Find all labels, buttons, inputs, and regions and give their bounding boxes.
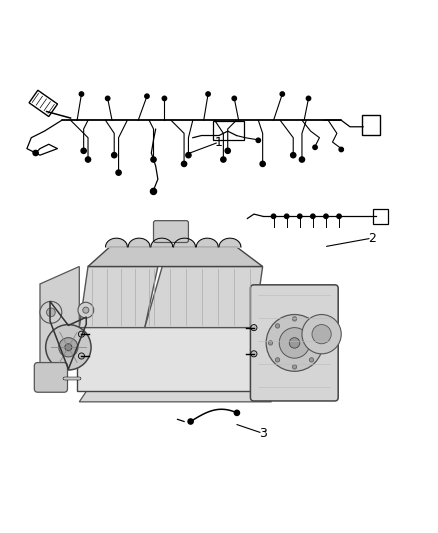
Circle shape [59,338,78,357]
Circle shape [339,147,343,152]
Circle shape [78,331,85,337]
Circle shape [112,152,117,158]
Circle shape [162,96,166,101]
Circle shape [188,419,193,424]
Polygon shape [79,389,272,402]
Circle shape [116,170,121,175]
Circle shape [279,328,310,358]
FancyBboxPatch shape [362,115,380,135]
Circle shape [299,157,304,162]
FancyBboxPatch shape [251,285,338,401]
Polygon shape [88,247,263,266]
FancyBboxPatch shape [373,209,389,224]
Text: 1: 1 [215,135,223,149]
Circle shape [292,317,297,321]
Circle shape [309,324,314,328]
Circle shape [181,161,187,166]
Polygon shape [40,266,79,367]
Circle shape [302,314,341,354]
FancyBboxPatch shape [34,362,67,392]
Circle shape [276,358,280,362]
Circle shape [256,138,261,142]
Text: 2: 2 [368,232,376,245]
Circle shape [106,96,110,101]
Circle shape [272,214,276,219]
Circle shape [280,92,285,96]
Circle shape [234,410,240,415]
Polygon shape [29,90,57,117]
Circle shape [268,341,273,345]
Circle shape [81,148,86,154]
Circle shape [276,324,280,328]
Circle shape [309,358,314,362]
Circle shape [306,96,311,101]
Circle shape [260,161,265,166]
Circle shape [150,188,156,195]
Circle shape [292,365,297,369]
Circle shape [313,145,317,149]
Circle shape [46,325,91,370]
Circle shape [221,157,226,162]
Circle shape [186,152,191,158]
Circle shape [311,214,315,219]
Circle shape [285,214,289,219]
Circle shape [145,94,149,99]
Circle shape [251,351,257,357]
Circle shape [290,152,296,158]
Circle shape [337,214,341,219]
Circle shape [33,150,38,156]
Circle shape [65,344,72,351]
Circle shape [79,92,84,96]
Polygon shape [145,266,263,328]
Circle shape [251,325,257,330]
Circle shape [266,314,323,372]
Polygon shape [79,266,158,328]
Circle shape [289,338,300,348]
Text: 3: 3 [259,427,267,440]
Circle shape [225,148,230,154]
FancyBboxPatch shape [77,326,274,391]
Circle shape [206,92,210,96]
Circle shape [316,341,321,345]
Circle shape [83,307,89,313]
Circle shape [297,214,302,219]
FancyBboxPatch shape [213,121,244,140]
Circle shape [78,302,94,318]
Circle shape [46,308,55,317]
FancyBboxPatch shape [153,221,188,243]
Circle shape [151,157,156,162]
Circle shape [324,214,328,219]
Circle shape [312,325,331,344]
Circle shape [232,96,237,101]
Circle shape [78,353,85,359]
Circle shape [85,157,91,162]
Circle shape [40,302,62,323]
